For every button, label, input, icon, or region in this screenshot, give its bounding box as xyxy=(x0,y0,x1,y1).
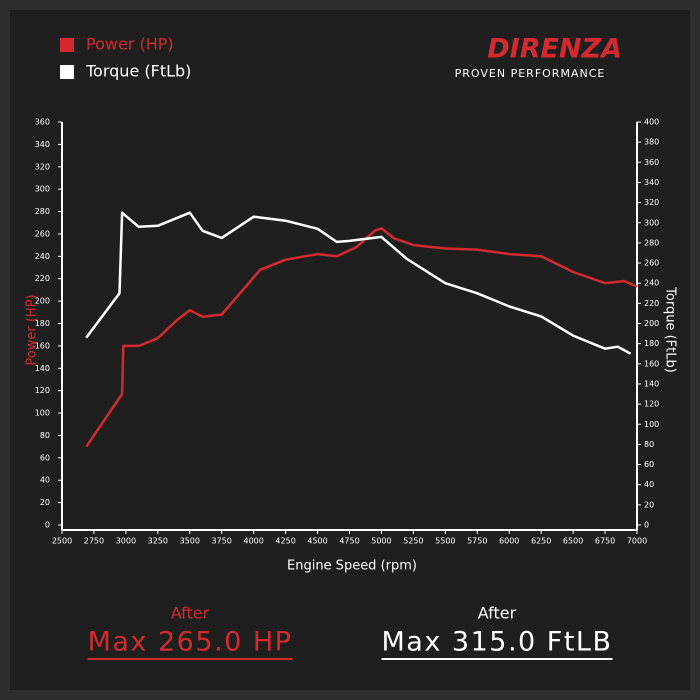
y2-tick-label: 240 xyxy=(644,279,659,288)
y2-tick-label: 220 xyxy=(644,299,659,308)
x-tick-label: 6000 xyxy=(499,537,519,546)
x-tick-label: 5250 xyxy=(403,537,423,546)
y-tick-label: 360 xyxy=(35,118,50,127)
brand-tagline: PROVEN PERFORMANCE xyxy=(455,67,606,80)
series-line xyxy=(85,227,638,448)
y2-tick-label: 340 xyxy=(644,178,659,187)
y-tick-label: 280 xyxy=(35,207,50,216)
x-tick-label: 4000 xyxy=(243,537,263,546)
summary-value: Max 265.0 HP xyxy=(88,627,293,658)
y-tick-label: 260 xyxy=(35,229,50,238)
y2-tick-label: 60 xyxy=(644,460,654,469)
y-tick-label: 320 xyxy=(35,162,50,171)
y-tick-label: 160 xyxy=(35,341,50,350)
x-tick-label: 5000 xyxy=(371,537,391,546)
x-tick-label: 3250 xyxy=(148,537,168,546)
legend-swatch xyxy=(60,38,74,52)
y2-tick-label: 100 xyxy=(644,420,659,429)
y-tick-label: 240 xyxy=(35,252,50,261)
y-tick-label: 220 xyxy=(35,274,50,283)
x-tick-label: 4750 xyxy=(339,537,359,546)
y-tick-label: 60 xyxy=(40,453,50,462)
y2-tick-label: 80 xyxy=(644,440,654,449)
y2-tick-label: 360 xyxy=(644,158,659,167)
y2-tick-label: 280 xyxy=(644,238,659,247)
y2-tick-label: 300 xyxy=(644,218,659,227)
y2-tick-label: 180 xyxy=(644,339,659,348)
y-tick-label: 180 xyxy=(35,319,50,328)
summary-caption: After xyxy=(171,604,210,623)
x-tick-label: 3000 xyxy=(116,537,136,546)
y2-tick-label: 200 xyxy=(644,319,659,328)
x-tick-label: 2500 xyxy=(52,537,72,546)
y2-tick-label: 380 xyxy=(644,138,659,147)
brand-logo: DIRENZA xyxy=(487,34,622,65)
y-tick-label: 140 xyxy=(35,364,50,373)
x-tick-label: 2750 xyxy=(84,537,104,546)
y2-tick-label: 20 xyxy=(644,500,654,509)
y2-tick-label: 400 xyxy=(644,118,659,127)
y-tick-label: 40 xyxy=(40,476,50,485)
x-tick-label: 3500 xyxy=(180,537,200,546)
y2-tick-label: 320 xyxy=(644,198,659,207)
y-tick-label: 0 xyxy=(45,521,50,530)
y2-axis-label: Torque (FtLb) xyxy=(663,286,678,373)
x-axis-label: Engine Speed (rpm) xyxy=(287,559,417,574)
x-tick-label: 5750 xyxy=(467,537,487,546)
y2-tick-label: 160 xyxy=(644,359,659,368)
y2-tick-label: 260 xyxy=(644,259,659,268)
summary-caption: After xyxy=(478,604,517,623)
x-tick-label: 4500 xyxy=(307,537,327,546)
y-tick-label: 300 xyxy=(35,185,50,194)
y-axis-label: Power (HP) xyxy=(25,294,40,365)
y2-tick-label: 120 xyxy=(644,400,659,409)
y2-tick-label: 140 xyxy=(644,379,659,388)
x-tick-label: 6750 xyxy=(595,537,615,546)
y2-tick-label: 40 xyxy=(644,480,654,489)
x-tick-label: 3750 xyxy=(212,537,232,546)
x-tick-label: 4250 xyxy=(275,537,295,546)
x-tick-label: 6500 xyxy=(563,537,583,546)
y-tick-label: 80 xyxy=(40,431,50,440)
x-tick-label: 7000 xyxy=(627,537,647,546)
y-tick-label: 340 xyxy=(35,140,50,149)
legend-label: Torque (FtLb) xyxy=(85,62,191,81)
series-line xyxy=(85,211,632,355)
y-tick-label: 120 xyxy=(35,386,50,395)
summary-value: Max 315.0 FtLB xyxy=(382,627,613,658)
x-tick-label: 5500 xyxy=(435,537,455,546)
y-tick-label: 20 xyxy=(40,498,50,507)
y-tick-label: 100 xyxy=(35,409,50,418)
y2-tick-label: 0 xyxy=(644,521,649,530)
panel xyxy=(10,10,690,690)
legend-swatch xyxy=(60,65,74,79)
y-tick-label: 200 xyxy=(35,297,50,306)
legend-label: Power (HP) xyxy=(86,35,174,54)
x-tick-label: 6250 xyxy=(531,537,551,546)
